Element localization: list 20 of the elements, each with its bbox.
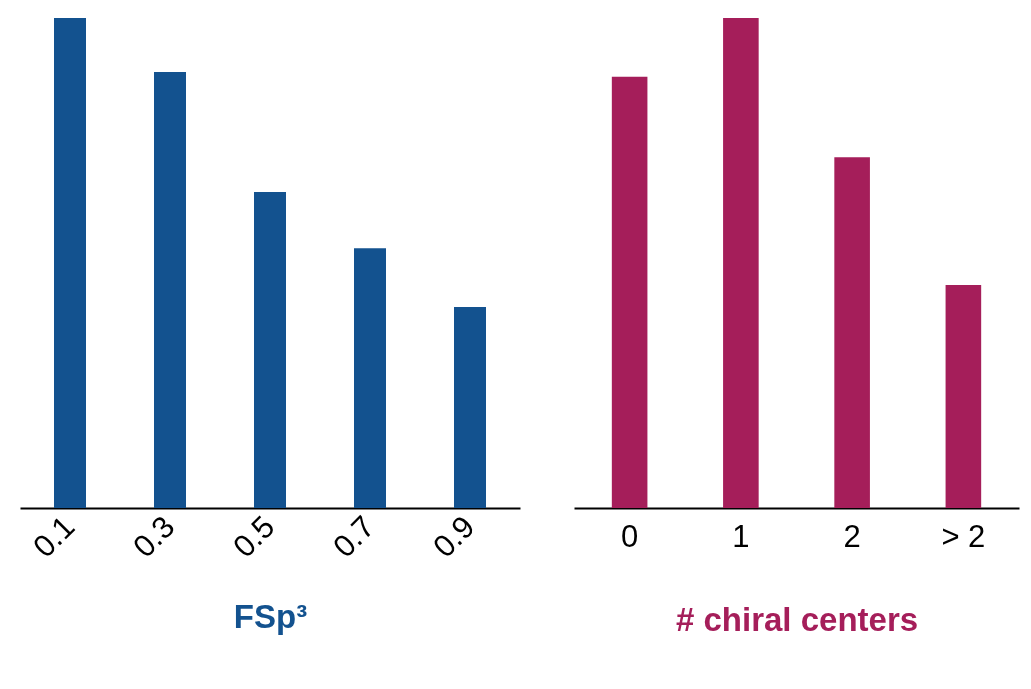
x-tick-label: 1: [732, 518, 750, 554]
bar: [54, 18, 86, 508]
x-axis-title: # chiral centers: [675, 600, 919, 638]
bar: [454, 307, 486, 508]
x-tick-label: 0.5: [226, 509, 282, 565]
x-axis-title: FSp³: [233, 597, 308, 635]
bar: [834, 157, 870, 508]
bar: [154, 71, 186, 508]
x-tick-label: > 2: [941, 518, 986, 554]
bar: [254, 191, 286, 508]
bar: [945, 285, 982, 508]
bar: [354, 248, 386, 508]
x-tick-label: 0: [621, 518, 639, 554]
x-tick-label: 0.7: [326, 509, 382, 565]
bar: [611, 76, 648, 508]
x-tick-label: 0.9: [426, 509, 482, 565]
x-tick-label: 2: [843, 518, 861, 554]
x-tick-label: 0.1: [26, 509, 82, 565]
bar: [723, 18, 759, 508]
x-tick-label: 0.3: [126, 509, 182, 565]
